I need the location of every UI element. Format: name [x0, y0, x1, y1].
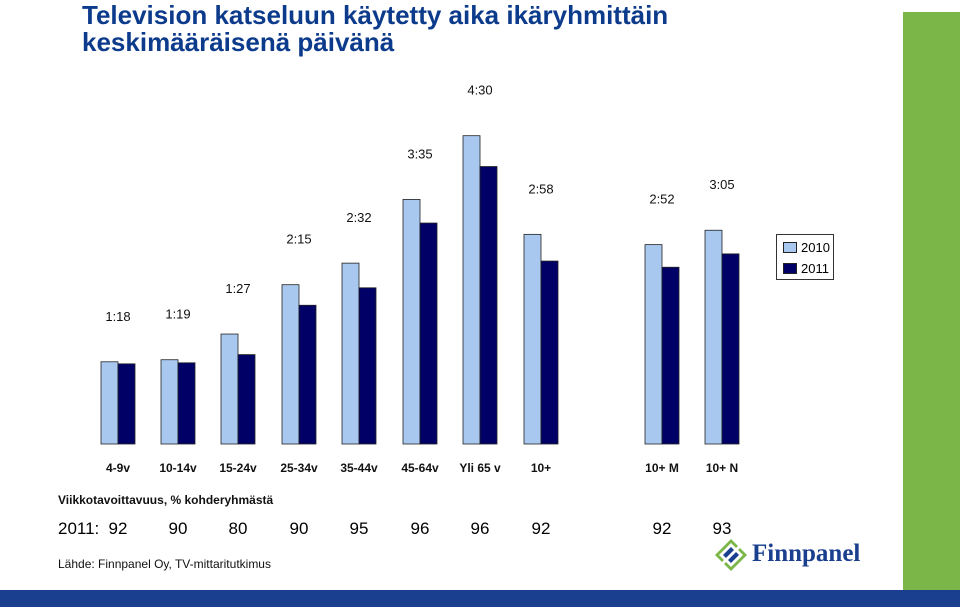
legend-label-2011: 2011: [801, 260, 829, 276]
bar-2011-25-34v: [298, 304, 317, 445]
decorative-blue-strip: [0, 590, 960, 607]
legend-swatch-2011: [783, 262, 797, 274]
reach-value-25-34v: 90: [289, 519, 309, 538]
chart-legend: 2010 2011: [776, 234, 834, 280]
finnpanel-logo-text: Finnpanel: [752, 540, 861, 567]
bar-2010-15-24v: [220, 333, 239, 445]
data-label-10+ M: 2:52: [649, 192, 674, 207]
bar-2010-45-64v: [402, 199, 421, 445]
category-label-10+ N: 10+ N: [706, 461, 738, 475]
data-label-15-24v: 1:27: [225, 281, 250, 296]
source-note: Lähde: Finnpanel Oy, TV-mittaritutkimus: [58, 557, 271, 571]
reach-value-10+: 92: [531, 519, 551, 538]
page-title: Television katseluun käytetty aika ikäry…: [82, 2, 668, 56]
bar-2011-15-24v: [237, 354, 256, 445]
reach-value-4-9v: 92: [108, 519, 128, 538]
reach-value-Yli 65 v: 96: [470, 519, 490, 538]
title-line-2: keskimääräisenä päivänä: [82, 27, 395, 57]
category-label-4-9v: 4-9v: [106, 461, 130, 475]
reach-value-45-64v: 96: [410, 519, 430, 538]
bar-2010-25-34v: [281, 284, 300, 445]
bar-2010-10+: [523, 233, 542, 445]
legend-item-2011: 2011: [783, 259, 833, 277]
category-label-35-44v: 35-44v: [340, 461, 378, 475]
category-label-10+: 10+: [531, 461, 551, 475]
bar-2010-10+ N: [704, 229, 723, 445]
data-label-4-9v: 1:18: [105, 309, 130, 324]
title-line-1: Television katseluun käytetty aika ikäry…: [82, 0, 669, 30]
bar-2010-10-14v: [160, 359, 179, 445]
reach-value-10-14v: 90: [168, 519, 188, 538]
reach-year-prefix: 2011:: [58, 519, 100, 538]
data-label-35-44v: 2:32: [346, 210, 371, 225]
data-label-10+: 2:58: [528, 181, 553, 196]
bar-2010-10+ M: [644, 244, 663, 445]
bar-2011-10+ M: [661, 266, 680, 445]
data-label-45-64v: 3:35: [407, 146, 432, 161]
finnpanel-logo-icon: [715, 539, 747, 571]
data-label-25-34v: 2:15: [286, 232, 311, 247]
bar-2011-35-44v: [358, 287, 377, 445]
bar-2011-4-9v: [117, 363, 136, 445]
bar-2010-Yli 65 v: [462, 135, 481, 445]
bar-2011-Yli 65 v: [479, 166, 498, 445]
data-label-Yli 65 v: 4:30: [467, 83, 492, 98]
reach-value-10+ M: 92: [652, 519, 672, 538]
category-label-10+ M: 10+ M: [645, 461, 679, 475]
bar-2011-10+: [540, 260, 559, 445]
reach-value-10+ N: 93: [712, 519, 732, 538]
data-label-10+ N: 3:05: [709, 177, 734, 192]
decorative-green-bar: [903, 12, 960, 590]
reach-value-35-44v: 95: [349, 519, 369, 538]
category-label-15-24v: 15-24v: [219, 461, 257, 475]
data-label-10-14v: 1:19: [165, 307, 190, 322]
legend-swatch-2010: [783, 241, 797, 253]
bar-2010-35-44v: [341, 262, 360, 445]
bar-2011-10-14v: [177, 362, 196, 445]
bar-chart: 1:18 4-9v 1:19 10-14v 1:27 15-24v 2:15 25-34v 2:…: [100, 83, 740, 475]
bar-2010-4-9v: [100, 361, 119, 445]
reach-value-15-24v: 80: [228, 519, 248, 538]
bar-2011-45-64v: [419, 222, 438, 445]
legend-label-2010: 2010: [801, 239, 830, 255]
category-label-25-34v: 25-34v: [280, 461, 318, 475]
category-label-45-64v: 45-64v: [401, 461, 439, 475]
category-label-Yli 65 v: Yli 65 v: [459, 461, 501, 475]
legend-item-2010: 2010: [783, 238, 833, 256]
reach-footnote-label: Viikkotavoittavuus, % kohderyhmästä: [58, 493, 274, 507]
category-label-10-14v: 10-14v: [159, 461, 197, 475]
bar-2011-10+ N: [721, 253, 740, 445]
